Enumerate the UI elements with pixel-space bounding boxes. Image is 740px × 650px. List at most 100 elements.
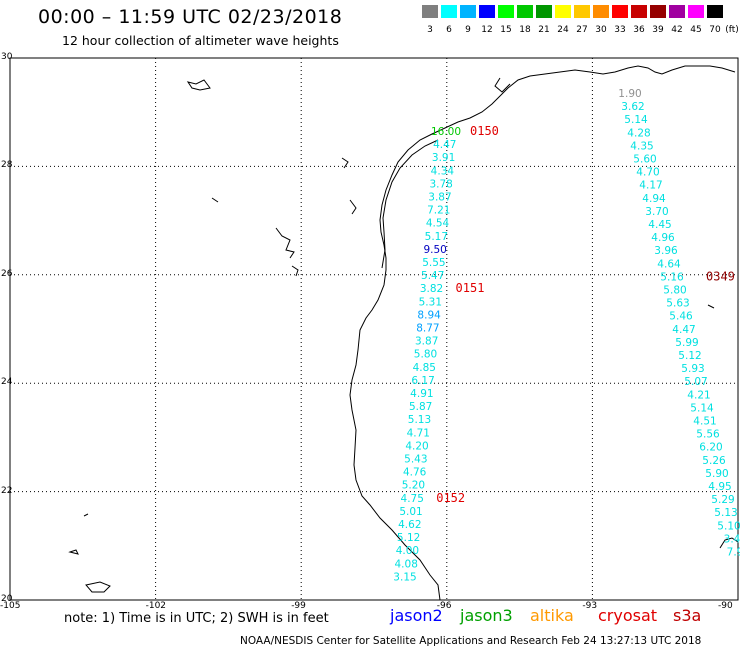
legend-label: 21 (538, 25, 550, 35)
legend-swatch (460, 5, 476, 18)
legend-swatch (707, 5, 723, 18)
legend-swatch (650, 5, 666, 18)
track-cryosat: 1.903.625.144.284.355.604.704.174.943.70… (618, 88, 740, 559)
legend-swatch (479, 5, 495, 18)
inland-feature-2 (275, 227, 295, 259)
wave-height-value: 3.91 (432, 152, 455, 164)
legend-label: 45 (690, 25, 702, 35)
wave-height-value: 4.34 (431, 165, 455, 177)
legend-label: 12 (481, 25, 493, 35)
wave-height-value: 4.96 (651, 232, 675, 244)
wave-height-value: 5.99 (675, 337, 698, 349)
legend-swatch (536, 5, 552, 18)
wave-height-value: 9.50 (423, 244, 446, 256)
wave-height-value: 5.47 (421, 270, 444, 282)
lon-tick-label: -105 (0, 601, 21, 611)
sat-jason2: jason2 (390, 606, 443, 625)
wave-height-value: 5.55 (422, 257, 445, 269)
wave-height-value: 5.31 (419, 296, 442, 308)
wave-height-value: 4.95 (708, 481, 731, 493)
pass-time-label: 0151 (456, 281, 485, 295)
wave-height-value: 4.21 (687, 389, 710, 401)
wave-height-value: 1.90 (618, 88, 641, 100)
wave-height-value: 3.78 (429, 178, 452, 190)
wave-height-value: 5.80 (663, 285, 686, 297)
wave-height-value: 4.28 (627, 127, 650, 139)
wave-height-value: 4.62 (398, 519, 421, 531)
wave-height-value: 16.00 (431, 126, 461, 138)
wave-height-value: 8.77 (416, 323, 439, 335)
wave-height-value: 3.96 (654, 245, 678, 257)
wave-height-value: 4.51 (693, 416, 716, 428)
wave-height-value: 5.01 (399, 506, 422, 518)
legend-label: 3 (427, 25, 433, 35)
legend-label: 18 (519, 25, 531, 35)
wave-height-value: 4.00 (396, 545, 419, 557)
inland-feature-6 (341, 157, 349, 169)
lon-tick-label: -102 (145, 601, 167, 611)
map-frame (9, 57, 739, 601)
wave-height-value: 4.91 (410, 388, 433, 400)
wave-height-value: 6.20 (699, 442, 722, 454)
wave-height-value: 5.90 (705, 468, 728, 480)
wave-height-value: 5.26 (702, 455, 726, 467)
coastline (68, 65, 739, 601)
wave-height-value: 3.62 (621, 101, 644, 113)
wave-height-value: 4.71 (407, 427, 430, 439)
wave-height-value: 4.70 (636, 167, 659, 179)
sat-cryosat: cryosat (598, 606, 658, 625)
wave-height-value: 5.56 (696, 429, 720, 441)
wave-height-value: 4.75 (401, 493, 424, 505)
lat-tick-label: 28 (1, 160, 13, 171)
pass-time-label: 0152 (436, 491, 465, 505)
wave-height-value: 4.08 (395, 558, 418, 570)
wave-height-value: 5.16 (660, 271, 684, 283)
legend-unit: (ft) (725, 25, 739, 35)
wave-height-value: 4.20 (405, 440, 428, 452)
map-subtitle: 12 hour collection of altimeter wave hei… (62, 33, 339, 48)
wave-height-value: 5.63 (666, 298, 689, 310)
wave-height-value: 8.94 (417, 309, 441, 321)
wave-height-value: 4.94 (642, 193, 666, 205)
wave-height-value: 5.14 (690, 402, 714, 414)
wave-height-value: 5.14 (624, 114, 648, 126)
lat-tick-label: 22 (1, 485, 13, 496)
wave-height-value: 5.43 (404, 454, 427, 466)
legend-label: 42 (671, 25, 683, 35)
legend-label: 24 (557, 25, 569, 35)
wave-height-value: 4.47 (433, 139, 456, 151)
legend-label: 39 (652, 25, 664, 35)
small-island-1 (68, 549, 79, 555)
inland-feature-5 (291, 265, 299, 277)
wave-height-value: 5.13 (714, 507, 737, 519)
barrier-island (381, 139, 439, 269)
inland-feature-4 (211, 197, 219, 203)
wave-height-value: 3.15 (393, 571, 416, 583)
bay-outline (494, 77, 511, 93)
legend-swatch (441, 5, 457, 18)
legend-swatch (574, 5, 590, 18)
legend-swatch (669, 5, 685, 18)
sat-s3a: s3a (673, 606, 702, 625)
legend-label: 15 (500, 25, 512, 35)
wave-height-value: 3.82 (420, 283, 443, 295)
wave-height-value: 4.64 (657, 258, 681, 270)
wave-height-value: 4.85 (413, 362, 436, 374)
wave-height-value: 4.45 (648, 219, 671, 231)
legend-label: 6 (446, 25, 452, 35)
legend-label: 27 (576, 25, 588, 35)
small-island-2 (85, 581, 111, 593)
track-jason: 16.004.473.914.343.783.877.214.545.179.5… (393, 124, 499, 583)
wave-height-value: 5.13 (408, 414, 431, 426)
wave-height-value: 3.87 (428, 192, 451, 204)
pass-time-label: 0349 (706, 269, 735, 283)
legend-label: 36 (633, 25, 645, 35)
map-title: 00:00 – 11:59 UTC 02/23/2018 (38, 6, 343, 28)
wave-height-value: 6.17 (411, 375, 434, 387)
lon-tick-label: -96 (436, 601, 452, 611)
wave-height-value: 5.80 (414, 349, 437, 361)
wave-height-value: 4.17 (639, 180, 662, 192)
legend-swatch (498, 5, 514, 18)
lon-tick-label: -90 (718, 601, 733, 611)
